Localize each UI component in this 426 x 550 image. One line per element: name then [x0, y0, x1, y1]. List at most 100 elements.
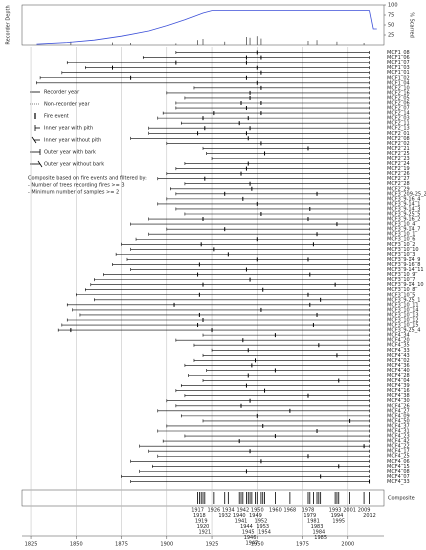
composite-year: 1953	[256, 524, 269, 530]
x-tick-label: 1875	[115, 542, 128, 548]
scarred-bar	[130, 43, 131, 45]
depth-line	[36, 10, 377, 45]
x-tick-label: 1975	[296, 542, 309, 548]
sample-name: MCF3_10_13	[387, 312, 419, 318]
sample-name: MCF2_19	[387, 166, 410, 172]
composite-year: 1993	[329, 508, 342, 514]
legend-label: Outer year without bark	[44, 162, 104, 168]
composite-year: 1952	[255, 519, 268, 525]
sample-name: MCF3_10_6	[387, 237, 415, 243]
sample-name: MCF4_30	[387, 398, 410, 404]
sample-name: MCF4_38	[387, 393, 410, 399]
x-tick-label: 1850	[70, 542, 83, 548]
sample-name: MCF2_25	[387, 151, 410, 157]
sample-name: MCF4_16	[387, 388, 410, 394]
sample-name: MCF2_14	[387, 111, 410, 117]
scarred-bar	[307, 41, 309, 45]
scarred-bar	[363, 43, 365, 45]
sample-name: MCF2_07	[387, 106, 410, 112]
filter-note: - Minimum number of samples >= 2	[28, 190, 119, 196]
sample-name: MCF4_20	[387, 338, 410, 344]
sample-name: MCF3_9-16_8	[387, 262, 420, 268]
sample-name: MCF2_03	[387, 116, 410, 122]
composite-year: 1983	[311, 524, 324, 530]
x-tick-label: 1825	[25, 542, 38, 548]
sample-name: MCF2_16	[387, 90, 410, 96]
composite-year: 1995	[332, 519, 345, 525]
sample-name: MCF3_9-16_4	[387, 196, 420, 202]
sample-name: MCF1_01	[387, 70, 410, 76]
scarred-bar	[256, 36, 258, 45]
composite-year: 1949	[249, 513, 262, 519]
sample-name: MCF3_10_7	[387, 277, 415, 283]
composite-year: 1954	[258, 530, 271, 536]
sample-name: MCF3_9-14_10	[387, 282, 424, 288]
y-tick-label: 50	[388, 23, 394, 29]
sample-name: MCF2_21	[387, 146, 410, 152]
y-tick-label: 25	[388, 33, 394, 39]
sample-name: MCF2_02	[387, 141, 410, 147]
sample-name: MCF3_9-16_2	[387, 217, 420, 223]
sample-name: MCF3_10_1	[387, 232, 415, 238]
composite-year: 1926	[207, 508, 220, 514]
sample-name: MCF2_23	[387, 156, 410, 162]
sample-name: MCF2_28	[387, 181, 410, 187]
scarred-bar	[112, 42, 113, 45]
sample-name: MCF4_34	[387, 333, 410, 339]
sample-name: MCF3_10_3	[387, 252, 415, 258]
sample-name: MCF3_9-25_5	[387, 212, 420, 218]
legend-label: Inner year with pith	[44, 126, 93, 132]
filter-note: Composite based on fire events and filte…	[28, 176, 147, 182]
composite-year: 1984	[312, 530, 325, 536]
sample-name: MCF4_28	[387, 373, 410, 379]
sample-name: MCF1_02	[387, 75, 410, 81]
sample-name: MCF2_05	[387, 95, 410, 101]
composite-year: 1920	[197, 524, 210, 530]
composite-year: 1932	[218, 513, 231, 519]
sample-name: MCF4_09	[387, 413, 410, 419]
sample-name: MCF1_03	[387, 65, 410, 71]
composite-year: 1985	[314, 535, 327, 541]
composite-year: 2001	[343, 508, 356, 514]
y-tick-label: 75	[388, 13, 394, 19]
sample-name: MCF4_02	[387, 358, 410, 364]
sample-name: MCF2_10	[387, 85, 410, 91]
sample-name: MCF1_04	[387, 80, 410, 86]
composite-year: 1945	[242, 530, 255, 536]
sample-name: MCF4_23	[387, 434, 410, 440]
composite-year: 1917	[191, 508, 204, 514]
sample-name: MCF4_40	[387, 368, 410, 374]
scarred-bar	[249, 37, 251, 45]
x-tick-label: 1900	[160, 542, 173, 548]
scarred-bar	[246, 37, 247, 45]
sample-name: MCF2_26	[387, 171, 410, 177]
sample-name: MCF4_50	[387, 418, 410, 424]
composite-year: 1934	[222, 508, 235, 514]
scarred-bar	[202, 39, 204, 45]
composite-label: Composite	[388, 496, 415, 502]
scarred-bar	[316, 40, 318, 45]
sample-name: MCF4_33	[387, 348, 410, 354]
composite-year: 1978	[302, 508, 315, 514]
sample-name: MCF3_10_15	[387, 323, 419, 329]
composite-year: 1979	[303, 513, 316, 519]
sample-name: MCF4_06	[387, 459, 410, 465]
scarred-bar	[260, 38, 262, 45]
sample-name: MCF1_06	[387, 55, 410, 61]
sample-name: MCF3_9-14_7	[387, 227, 420, 233]
composite-year: 1942	[236, 508, 249, 514]
scarred-bar	[224, 41, 226, 45]
composite-year: 1919	[195, 519, 208, 525]
legend-label: Inner year without pith	[44, 138, 101, 144]
scarred-bar	[197, 40, 198, 45]
sample-name: MCF3_10_11	[387, 302, 419, 308]
sample-name: MCF4_25	[387, 454, 410, 460]
composite-year: 1921	[198, 530, 211, 536]
sample-name: MCF3_10_5	[387, 292, 415, 298]
sample-name: MCF4_27	[387, 408, 410, 414]
sample-name: MCF4_17	[387, 449, 410, 455]
sample-name: MCF3_9-25_4	[387, 328, 420, 334]
sample-name: MCF3_10_2	[387, 242, 415, 248]
sample-name: MCF2_11	[387, 121, 410, 127]
